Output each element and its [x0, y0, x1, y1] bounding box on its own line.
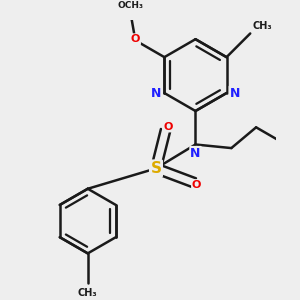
Text: O: O	[192, 180, 201, 190]
Text: N: N	[151, 86, 161, 100]
Text: N: N	[190, 147, 201, 160]
Text: N: N	[230, 86, 240, 100]
Text: O: O	[163, 122, 172, 131]
Text: O: O	[131, 34, 140, 44]
Text: CH₃: CH₃	[78, 288, 98, 298]
Text: CH₃: CH₃	[253, 21, 272, 31]
Text: OCH₃: OCH₃	[118, 1, 144, 10]
Text: S: S	[151, 161, 161, 176]
